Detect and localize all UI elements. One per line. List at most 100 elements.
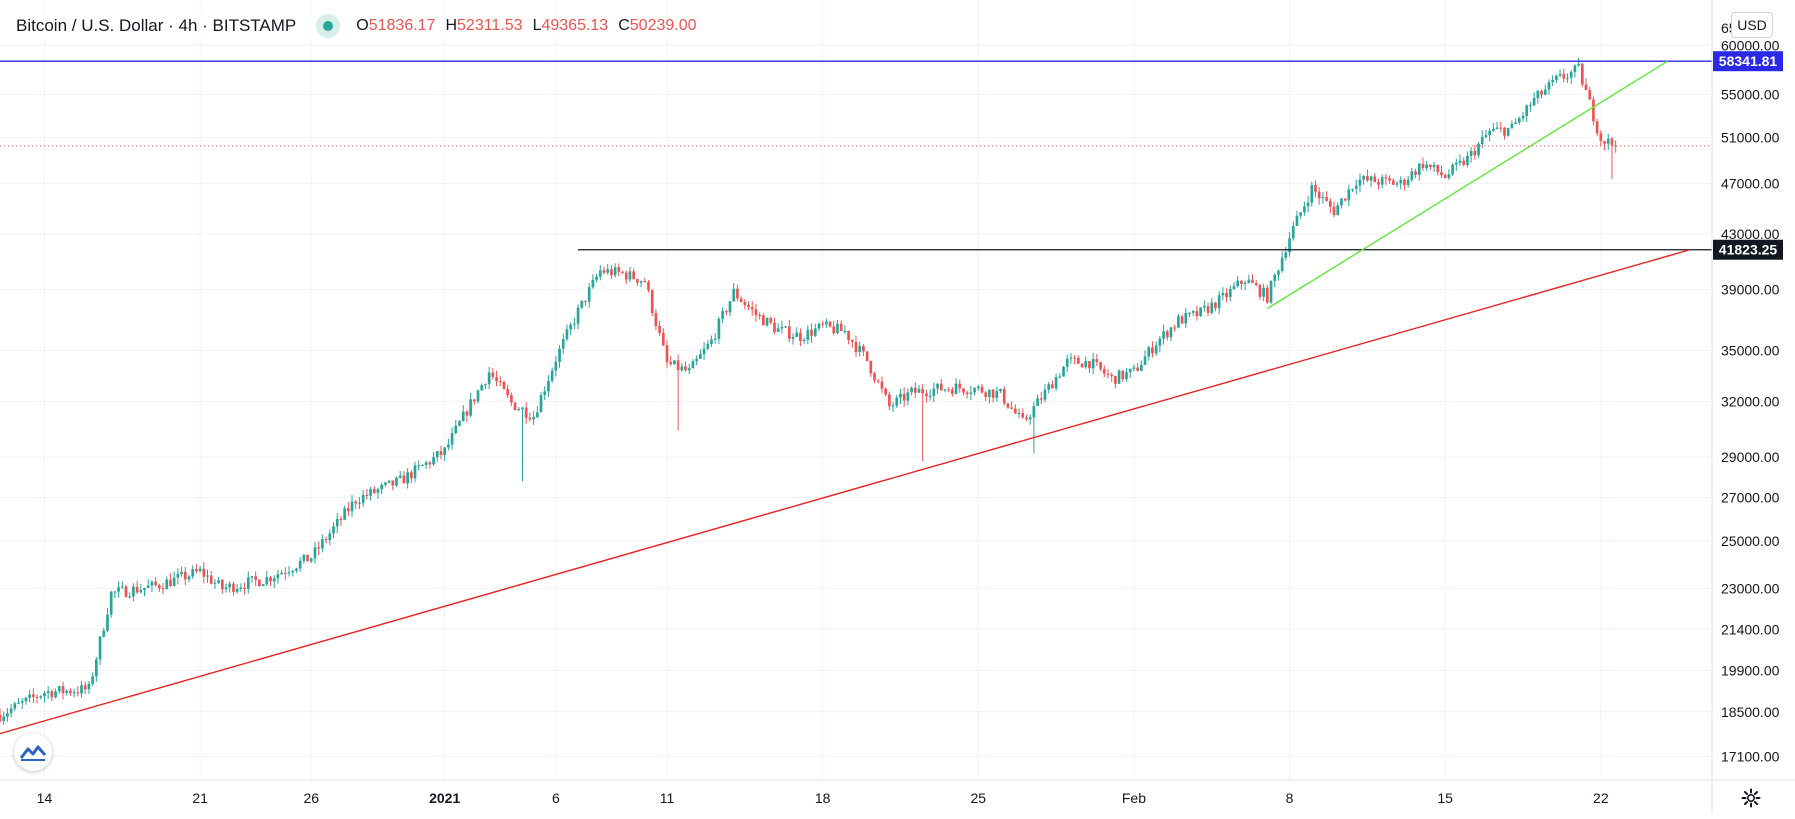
candle-body[interactable]: [710, 339, 713, 344]
candle-body[interactable]: [309, 558, 313, 562]
candle-body[interactable]: [1169, 327, 1173, 338]
candle-body[interactable]: [98, 636, 102, 660]
candle-body[interactable]: [372, 488, 376, 493]
candle-body[interactable]: [550, 370, 554, 381]
candle-body[interactable]: [1321, 197, 1325, 199]
candle-body[interactable]: [1051, 384, 1054, 389]
candle-body[interactable]: [1010, 407, 1013, 409]
candle-body[interactable]: [762, 315, 765, 326]
candle-body[interactable]: [1495, 127, 1499, 129]
candle-body[interactable]: [1536, 90, 1540, 99]
candle-body[interactable]: [747, 305, 750, 308]
candle-body[interactable]: [476, 390, 480, 402]
candle-body[interactable]: [109, 591, 113, 615]
candle-body[interactable]: [2, 716, 6, 722]
candle-body[interactable]: [1603, 140, 1606, 144]
candle-body[interactable]: [973, 388, 976, 393]
candle-body[interactable]: [502, 381, 506, 390]
candle-body[interactable]: [1058, 376, 1062, 378]
candle-body[interactable]: [150, 581, 154, 586]
candle-body[interactable]: [1214, 302, 1217, 309]
candle-body[interactable]: [195, 569, 198, 572]
candle-body[interactable]: [124, 586, 128, 598]
candle-body[interactable]: [1595, 121, 1599, 134]
candle-body[interactable]: [1377, 182, 1380, 185]
candle-body[interactable]: [1014, 408, 1017, 414]
candle-body[interactable]: [1343, 198, 1347, 201]
candle-body[interactable]: [343, 508, 346, 520]
candle-body[interactable]: [999, 388, 1002, 392]
candle-body[interactable]: [232, 583, 235, 592]
candle-body[interactable]: [699, 354, 702, 359]
candle-body[interactable]: [984, 392, 988, 398]
candle-body[interactable]: [1610, 138, 1614, 146]
candle-body[interactable]: [576, 307, 580, 324]
candle-body[interactable]: [421, 464, 424, 466]
candle-body[interactable]: [1592, 99, 1595, 122]
candle-body[interactable]: [1466, 155, 1469, 165]
candle-body[interactable]: [317, 547, 321, 549]
candle-body[interactable]: [1395, 183, 1399, 185]
candle-body[interactable]: [543, 391, 547, 395]
candle-body[interactable]: [1369, 176, 1373, 181]
candle-body[interactable]: [1039, 398, 1043, 400]
candle-body[interactable]: [332, 526, 335, 534]
candle-body[interactable]: [1347, 189, 1351, 201]
candle-body[interactable]: [1162, 331, 1165, 339]
candle-body[interactable]: [565, 329, 569, 340]
candle-body[interactable]: [6, 713, 9, 717]
settings-button[interactable]: [1740, 787, 1762, 809]
candle-body[interactable]: [943, 389, 947, 391]
candle-body[interactable]: [1547, 81, 1551, 90]
candle-body[interactable]: [113, 591, 117, 593]
long-uptrend-line[interactable]: [0, 249, 1690, 735]
candle-body[interactable]: [402, 475, 406, 484]
candle-body[interactable]: [209, 575, 213, 584]
candle-body[interactable]: [250, 576, 254, 578]
candle-body[interactable]: [1036, 398, 1039, 407]
candle-body[interactable]: [773, 322, 776, 332]
candle-body[interactable]: [258, 579, 261, 587]
candle-body[interactable]: [191, 569, 195, 577]
candle-body[interactable]: [687, 368, 691, 371]
candle-body[interactable]: [806, 329, 810, 340]
candle-body[interactable]: [1225, 293, 1228, 298]
candle-body[interactable]: [965, 392, 969, 394]
candle-body[interactable]: [695, 358, 698, 362]
candle-body[interactable]: [495, 377, 498, 382]
candle-body[interactable]: [165, 579, 169, 590]
candle-body[interactable]: [1165, 331, 1169, 338]
candle-body[interactable]: [728, 301, 732, 313]
candle-body[interactable]: [57, 686, 61, 692]
candle-body[interactable]: [413, 465, 417, 479]
candle-body[interactable]: [1021, 413, 1025, 418]
candle-body[interactable]: [1614, 145, 1617, 147]
price-tick-label[interactable]: 32000.00: [1721, 393, 1780, 409]
candle-body[interactable]: [865, 351, 869, 361]
candle-body[interactable]: [1080, 363, 1084, 368]
candle-body[interactable]: [888, 394, 891, 407]
candle-body[interactable]: [365, 494, 369, 496]
candle-body[interactable]: [335, 518, 339, 527]
candle-body[interactable]: [1125, 372, 1128, 380]
candle-body[interactable]: [1436, 164, 1440, 173]
candle-body[interactable]: [487, 372, 491, 385]
price-tick-label[interactable]: 43000.00: [1721, 226, 1780, 242]
candle-body[interactable]: [1580, 63, 1584, 85]
candle-body[interactable]: [1047, 384, 1051, 390]
candle-body[interactable]: [1540, 90, 1543, 95]
candle-body[interactable]: [1562, 74, 1566, 79]
currency-button[interactable]: USD: [1731, 12, 1773, 38]
candle-body[interactable]: [832, 326, 836, 334]
candle-body[interactable]: [661, 332, 665, 346]
candle-body[interactable]: [1158, 338, 1162, 346]
candle-body[interactable]: [469, 399, 472, 416]
candle-body[interactable]: [276, 574, 280, 579]
price-tick-label[interactable]: 27000.00: [1721, 490, 1780, 506]
candle-body[interactable]: [321, 539, 324, 549]
candle-body[interactable]: [1277, 270, 1280, 275]
candle-body[interactable]: [539, 394, 543, 413]
candle-body[interactable]: [239, 587, 243, 589]
candle-body[interactable]: [1529, 105, 1532, 107]
